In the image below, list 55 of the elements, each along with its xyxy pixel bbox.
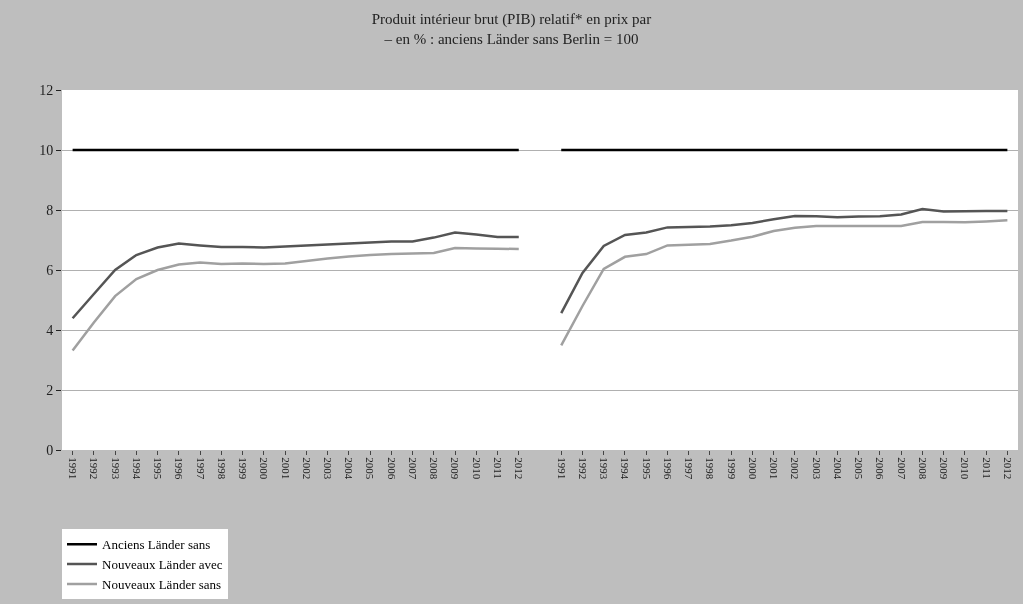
x-tick-label: 1991 [67, 457, 80, 480]
y-tick-label: 6 [46, 262, 54, 278]
x-tick-label: 2003 [321, 457, 334, 480]
x-tick-label: 2008 [916, 457, 929, 480]
x-tick-label: 2005 [853, 457, 866, 480]
x-tick-label: 1992 [576, 457, 589, 480]
chart-title: Produit intérieur brut (PIB) relatif* en prix par – en % : anciens Länder sans Berlin = 100 [371, 11, 652, 47]
x-tick-label: 2007 [895, 457, 908, 480]
x-tick-label: 1991 [555, 457, 568, 480]
x-tick-label: 1995 [152, 457, 165, 480]
x-tick-label: 2000 [258, 457, 271, 480]
x-tick-label: 2009 [449, 457, 462, 480]
x-tick-label: 2001 [279, 457, 292, 480]
y-tick-label: 4 [46, 322, 54, 338]
x-tick-label: 1994 [619, 457, 632, 480]
x-tick-label: 1996 [661, 457, 674, 480]
x-tick-label: 2010 [959, 457, 972, 480]
y-tick-label: 12 [39, 82, 54, 98]
x-tick-label: 1994 [130, 457, 143, 480]
x-tick-label: 2005 [364, 457, 377, 480]
x-tick-label: 1998 [704, 457, 717, 480]
x-tick-label: 2001 [768, 457, 781, 480]
legend-label: Anciens Länder sans [102, 537, 211, 553]
x-tick-label: 1998 [215, 457, 228, 480]
x-tick-label: 2006 [874, 457, 887, 480]
x-tick-label: 2002 [300, 457, 313, 480]
y-tick-label: 10 [39, 142, 54, 158]
x-tick-label: 2012 [513, 457, 526, 480]
x-tick-label: 1997 [683, 457, 696, 480]
x-tick-label: 2010 [470, 457, 483, 480]
x-tick-label: 2000 [746, 457, 759, 480]
x-tick-label: 1999 [725, 457, 738, 480]
legend-label: Nouveaux Länder avec [102, 557, 223, 573]
x-tick-label: 1996 [173, 457, 186, 480]
x-tick-label: 2011 [980, 457, 993, 479]
x-tick-label: 2009 [938, 457, 951, 480]
x-tick-label: 2008 [428, 457, 441, 480]
x-tick-label: 2002 [789, 457, 802, 480]
y-tick-label: 8 [46, 202, 54, 218]
x-tick-label: 2004 [831, 457, 844, 480]
x-tick-label: 1995 [640, 457, 653, 480]
x-tick-label: 1993 [598, 457, 611, 480]
x-tick-label: 1999 [237, 457, 250, 480]
y-tick-label: 0 [46, 442, 54, 458]
x-tick-label: 2011 [491, 457, 504, 479]
x-tick-label: 2004 [343, 457, 356, 480]
x-tick-label: 2012 [1001, 457, 1014, 480]
x-tick-label: 2006 [385, 457, 398, 480]
y-tick-label: 2 [46, 382, 54, 398]
x-tick-label: 1997 [194, 457, 207, 480]
x-tick-label: 1992 [88, 457, 101, 480]
x-tick-label: 1993 [109, 457, 122, 480]
x-tick-label: 2003 [810, 457, 823, 480]
legend-label: Nouveaux Länder sans [102, 577, 222, 593]
x-tick-label: 2007 [406, 457, 419, 480]
